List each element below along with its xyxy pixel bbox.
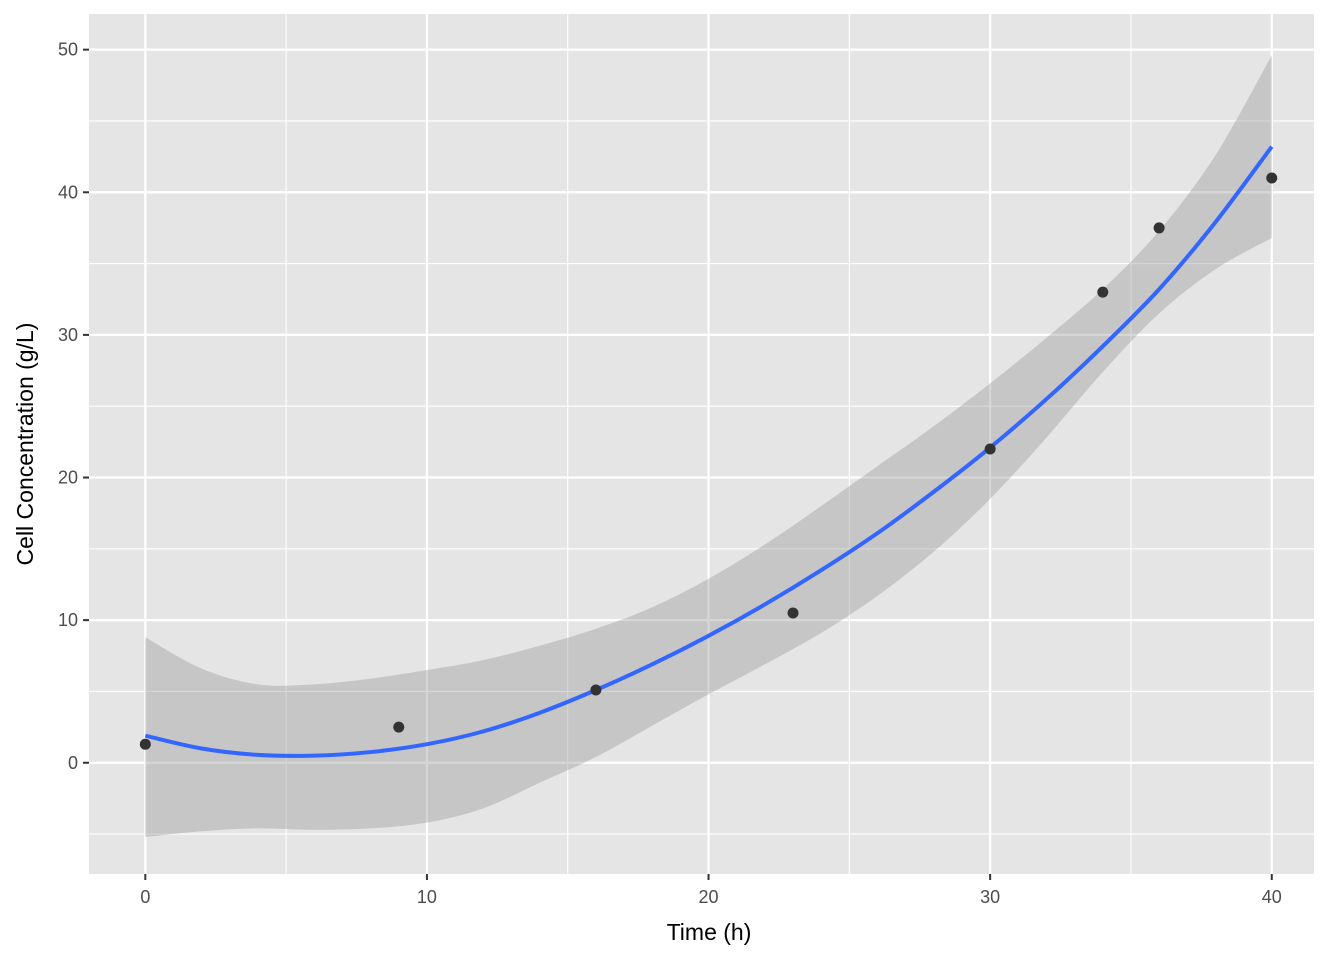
x-tick-label: 10 bbox=[417, 887, 437, 907]
y-tick-label: 0 bbox=[68, 753, 78, 773]
data-point bbox=[393, 721, 405, 733]
x-tick-label: 0 bbox=[140, 887, 150, 907]
x-tick-label: 40 bbox=[1262, 887, 1282, 907]
y-tick-label: 20 bbox=[58, 468, 78, 488]
y-axis: 0 10 20 30 40 50 bbox=[58, 40, 89, 773]
data-point bbox=[1153, 222, 1165, 234]
fit-line bbox=[144, 145, 1274, 758]
y-tick-label: 50 bbox=[58, 40, 78, 60]
x-axis: 0 10 20 30 40 bbox=[140, 874, 1282, 907]
y-axis-title: Cell Concentration (g/L) bbox=[12, 323, 38, 566]
panel-background bbox=[89, 14, 1314, 874]
data-points bbox=[139, 172, 1278, 750]
x-tick-label: 20 bbox=[699, 887, 719, 907]
data-point bbox=[1266, 172, 1278, 184]
data-point bbox=[787, 607, 799, 619]
x-tick-label: 30 bbox=[980, 887, 1000, 907]
confidence-band bbox=[145, 55, 1272, 837]
y-tick-label: 30 bbox=[58, 325, 78, 345]
data-point bbox=[139, 738, 151, 750]
y-tick-label: 10 bbox=[58, 610, 78, 630]
y-tick-label: 40 bbox=[58, 182, 78, 202]
grid-minor bbox=[89, 14, 1314, 874]
x-axis-title: Time (h) bbox=[667, 919, 752, 945]
data-point bbox=[590, 684, 602, 696]
data-point bbox=[984, 443, 996, 455]
data-point bbox=[1097, 286, 1109, 298]
